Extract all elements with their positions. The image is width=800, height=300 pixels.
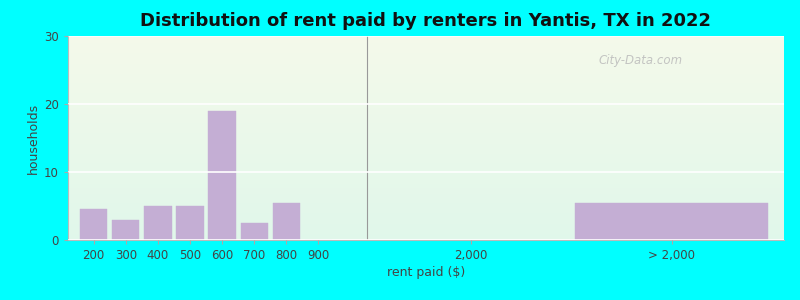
Bar [273,202,300,240]
Bar [575,202,768,240]
Bar [176,206,204,240]
Bar [241,223,268,240]
Bar [144,206,171,240]
X-axis label: rent paid ($): rent paid ($) [387,266,465,279]
Bar [80,209,107,240]
Text: City-Data.com: City-Data.com [598,54,683,67]
Y-axis label: households: households [27,102,40,174]
Title: Distribution of rent paid by renters in Yantis, TX in 2022: Distribution of rent paid by renters in … [141,12,711,30]
Bar [112,220,139,240]
Bar [209,111,236,240]
